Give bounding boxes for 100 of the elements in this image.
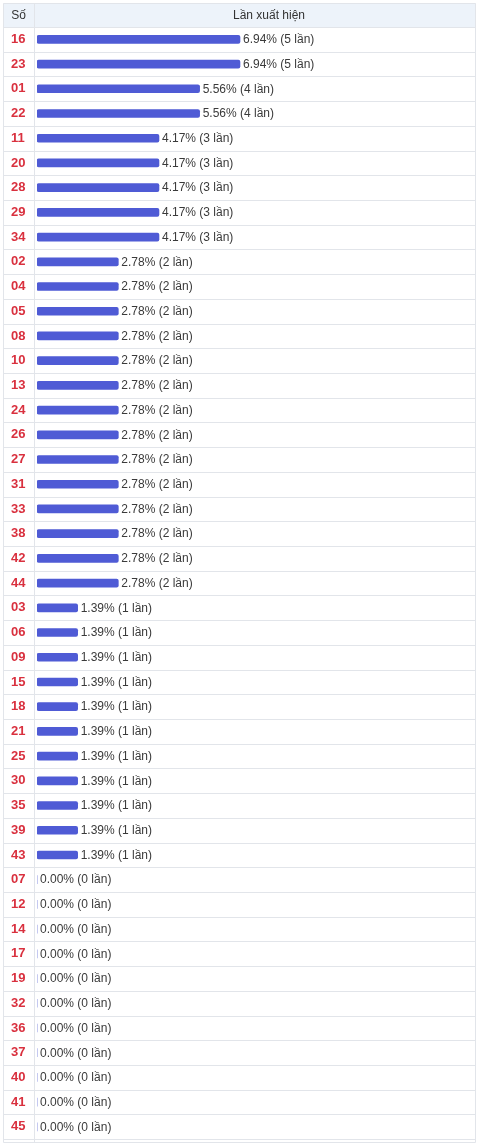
data-label: 2.78% (2 lần) bbox=[121, 526, 193, 541]
data-label: 1.39% (1 lần) bbox=[80, 773, 153, 788]
bar bbox=[37, 455, 119, 464]
x-axis-title: Lần xuất hiện bbox=[232, 8, 306, 23]
data-label: 2.78% (2 lần) bbox=[121, 402, 193, 417]
y-tick-label: 06 bbox=[11, 624, 26, 640]
data-label: 0.00% (0 lần) bbox=[40, 946, 112, 961]
data-label: 2.78% (2 lần) bbox=[121, 427, 193, 442]
y-tick-label: 04 bbox=[11, 278, 27, 294]
y-tick-label: 26 bbox=[11, 426, 26, 442]
y-tick-label: 14 bbox=[11, 920, 27, 936]
bar bbox=[37, 257, 119, 267]
data-label: 2.78% (2 lần) bbox=[121, 353, 193, 368]
y-tick-label: 40 bbox=[11, 1068, 26, 1084]
data-label: 2.78% (2 lần) bbox=[121, 378, 193, 393]
bar bbox=[37, 578, 119, 588]
bar bbox=[37, 133, 160, 143]
y-tick-label: 10 bbox=[11, 352, 26, 368]
data-label: 2.78% (2 lần) bbox=[121, 501, 193, 516]
bar bbox=[37, 652, 78, 662]
y-tick-label: 32 bbox=[11, 994, 26, 1010]
data-label: 2.78% (2 lần) bbox=[121, 452, 193, 467]
data-label: 0.00% (0 lần) bbox=[40, 1119, 112, 1134]
data-label: 1.39% (1 lần) bbox=[80, 699, 153, 714]
y-tick-label: 42 bbox=[11, 549, 26, 565]
data-label: 0.00% (0 lần) bbox=[40, 897, 112, 912]
y-axis-title: Số bbox=[11, 8, 27, 23]
data-label: 6.94% (5 lần) bbox=[242, 56, 315, 71]
y-tick-label: 21 bbox=[11, 722, 26, 738]
y-tick-label: 38 bbox=[11, 525, 26, 541]
bar bbox=[37, 554, 119, 563]
y-tick-label: 24 bbox=[11, 401, 27, 417]
data-label: 2.78% (2 lần) bbox=[121, 551, 193, 566]
y-tick-label: 29 bbox=[11, 203, 26, 219]
data-label: 0.00% (0 lần) bbox=[40, 1070, 112, 1085]
data-label: 2.78% (2 lần) bbox=[121, 477, 193, 492]
bar bbox=[37, 504, 119, 514]
y-tick-label: 37 bbox=[11, 1044, 26, 1060]
data-label: 2.78% (2 lần) bbox=[121, 279, 193, 294]
bar bbox=[37, 479, 119, 489]
data-label: 2.78% (2 lần) bbox=[121, 304, 193, 319]
data-label: 0.00% (0 lần) bbox=[40, 1045, 112, 1060]
y-tick-label: 33 bbox=[11, 500, 26, 516]
bar bbox=[37, 35, 241, 44]
data-label: 0.00% (0 lần) bbox=[40, 921, 112, 936]
y-tick-label: 03 bbox=[11, 599, 26, 615]
y-tick-label: 15 bbox=[11, 673, 26, 689]
y-tick-label: 30 bbox=[11, 772, 26, 788]
y-tick-label: 09 bbox=[11, 648, 26, 664]
data-label: 2.78% (2 lần) bbox=[121, 575, 193, 590]
bar bbox=[37, 702, 78, 712]
data-label: 2.78% (2 lần) bbox=[121, 254, 193, 269]
y-tick-label: 05 bbox=[11, 302, 26, 318]
y-tick-label: 31 bbox=[11, 475, 26, 491]
data-label: 1.39% (1 lần) bbox=[80, 724, 153, 739]
y-tick-label: 18 bbox=[11, 698, 26, 714]
bar bbox=[37, 356, 119, 365]
bar bbox=[37, 208, 160, 217]
y-tick-label: 44 bbox=[11, 574, 27, 590]
y-tick-label: 25 bbox=[11, 747, 26, 763]
bar bbox=[37, 84, 200, 94]
bar bbox=[37, 603, 78, 613]
y-tick-label: 41 bbox=[11, 1093, 26, 1109]
y-tick-label: 19 bbox=[11, 970, 26, 986]
bar bbox=[37, 109, 200, 118]
bar bbox=[37, 628, 78, 637]
bar bbox=[37, 405, 119, 415]
bar bbox=[37, 801, 78, 810]
data-label: 0.00% (0 lần) bbox=[40, 971, 112, 986]
bar bbox=[37, 825, 78, 835]
data-label: 1.39% (1 lần) bbox=[80, 600, 153, 615]
bar bbox=[37, 158, 160, 168]
data-label: 5.56% (4 lần) bbox=[202, 81, 275, 96]
y-tick-label: 08 bbox=[11, 327, 26, 343]
y-tick-label: 01 bbox=[11, 80, 26, 96]
bar bbox=[37, 776, 78, 786]
y-tick-label: 02 bbox=[11, 253, 26, 269]
data-label: 2.78% (2 lần) bbox=[121, 328, 193, 343]
y-tick-label: 20 bbox=[11, 154, 26, 170]
y-tick-label: 35 bbox=[11, 797, 26, 813]
bar bbox=[37, 306, 119, 316]
bar bbox=[37, 850, 78, 860]
bar bbox=[37, 183, 160, 192]
y-tick-label: 45 bbox=[11, 1118, 26, 1134]
bar bbox=[37, 751, 78, 761]
bar bbox=[37, 529, 119, 538]
y-tick-label: 43 bbox=[11, 846, 26, 862]
y-tick-label: 39 bbox=[11, 821, 26, 837]
data-label: 4.17% (3 lần) bbox=[161, 205, 234, 220]
y-tick-label: 16 bbox=[11, 30, 26, 46]
bar bbox=[37, 430, 119, 440]
data-label: 1.39% (1 lần) bbox=[80, 674, 153, 689]
data-label: 1.39% (1 lần) bbox=[80, 625, 153, 640]
data-label: 4.17% (3 lần) bbox=[161, 180, 234, 195]
data-label: 0.00% (0 lần) bbox=[40, 996, 112, 1011]
y-tick-label: 28 bbox=[11, 179, 26, 195]
data-label: 0.00% (0 lần) bbox=[40, 1020, 112, 1035]
y-tick-label: 34 bbox=[11, 228, 27, 244]
y-tick-label: 11 bbox=[11, 129, 25, 145]
data-label: 4.17% (3 lần) bbox=[161, 155, 234, 170]
